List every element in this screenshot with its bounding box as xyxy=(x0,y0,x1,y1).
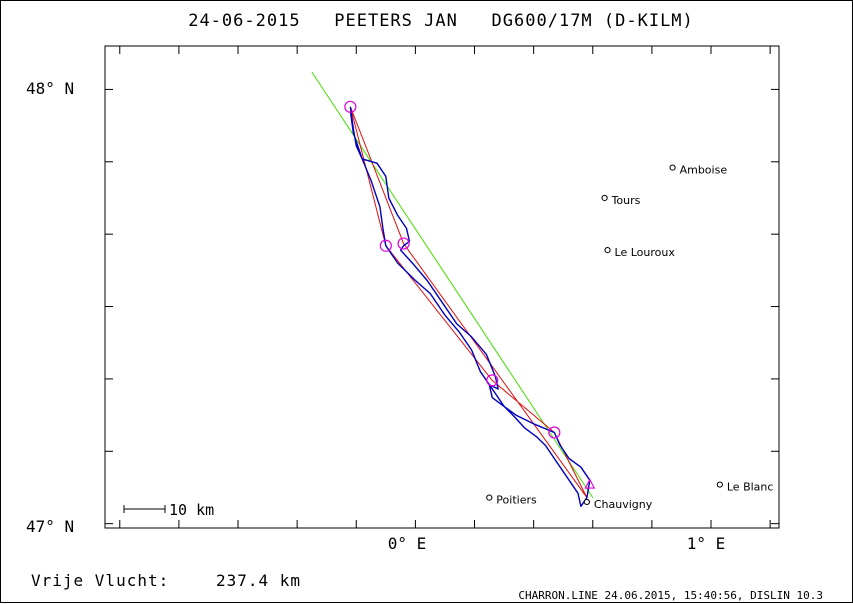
y-label-47n: 47° N xyxy=(26,517,74,536)
turnpoint-marker xyxy=(548,426,561,439)
scale-bar-label: 10 km xyxy=(169,501,214,519)
turnpoint-marker xyxy=(397,237,410,250)
footer-info: CHARRON.LINE 24.06.2015, 15:40:56, DISLI… xyxy=(518,589,823,602)
city-markers: Amboise Tours Le Louroux Poitiers Chauvigny L… xyxy=(486,164,774,511)
start-marker xyxy=(584,478,596,489)
flight-overlay xyxy=(311,71,596,507)
y-label-48n: 48° N xyxy=(26,79,74,98)
x-label-0e: 0° E xyxy=(388,534,427,553)
turnpoint-marker xyxy=(379,239,392,252)
chart-title: 24-06-2015 PEETERS JAN DG600/17M (D-KILM… xyxy=(188,11,694,31)
distance-label: Vrije Vlucht: xyxy=(31,571,169,590)
city-marker xyxy=(716,481,723,488)
task-line xyxy=(349,106,588,498)
city-marker xyxy=(601,194,608,202)
city-marker xyxy=(669,164,676,171)
city-marker xyxy=(583,498,590,506)
turnpoint-marker xyxy=(344,100,357,113)
city-label: Tours xyxy=(611,194,641,207)
turnpoint-marker xyxy=(486,374,499,387)
city-marker xyxy=(486,494,493,501)
reference-line xyxy=(311,71,594,498)
scale-bar: 10 km xyxy=(123,501,214,519)
distance-value: 237.4 km xyxy=(216,571,301,590)
flight-track xyxy=(349,106,591,507)
city-label: Le Louroux xyxy=(615,246,676,259)
city-marker xyxy=(604,246,611,254)
x-label-1e: 1° E xyxy=(687,534,726,553)
city-label: Amboise xyxy=(680,164,728,177)
axis-ticks xyxy=(105,46,779,528)
city-label: Le Blanc xyxy=(727,481,774,494)
city-label: Chauvigny xyxy=(594,498,653,511)
plot-frame xyxy=(104,45,780,529)
city-label: Poitiers xyxy=(496,494,537,507)
